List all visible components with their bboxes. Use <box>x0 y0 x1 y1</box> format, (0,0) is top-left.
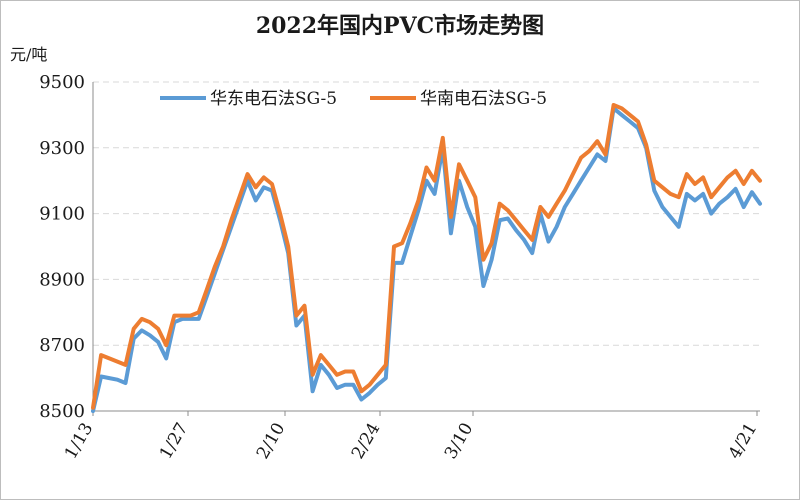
x-tick-label: 2/10 <box>253 420 289 463</box>
y-tick-label: 9500 <box>39 72 85 93</box>
y-tick-label: 9100 <box>39 204 85 225</box>
y-tick-label: 8500 <box>39 401 85 422</box>
series-line-2 <box>91 103 762 410</box>
grid-layer <box>93 81 760 346</box>
legend: 华东电石法SG-5 华南电石法SG-5 <box>160 89 547 109</box>
series-layer <box>91 103 762 413</box>
legend-label: 华东电石法SG-5 <box>210 89 337 109</box>
chart-title: 2022年国内PVC市场走势图 <box>256 13 544 39</box>
y-tick-label: 8900 <box>39 269 85 290</box>
x-tick-label: 2/24 <box>348 420 384 463</box>
y-axis-unit: 元/吨 <box>10 45 47 64</box>
x-tick-label: 1/13 <box>61 420 97 463</box>
x-tick-label: 4/21 <box>725 420 761 463</box>
axis-layer: 8500 8700 8900 9100 9300 9500 1/13 1/27 2/10 2/24… <box>39 72 761 463</box>
legend-label: 华南电石法SG-5 <box>420 89 547 109</box>
series-line-1 <box>91 106 762 413</box>
y-tick-label: 9300 <box>39 138 85 159</box>
x-tick-label: 1/27 <box>156 420 192 463</box>
x-tick-label: 3/10 <box>441 420 477 463</box>
y-tick-label: 8700 <box>39 335 85 356</box>
